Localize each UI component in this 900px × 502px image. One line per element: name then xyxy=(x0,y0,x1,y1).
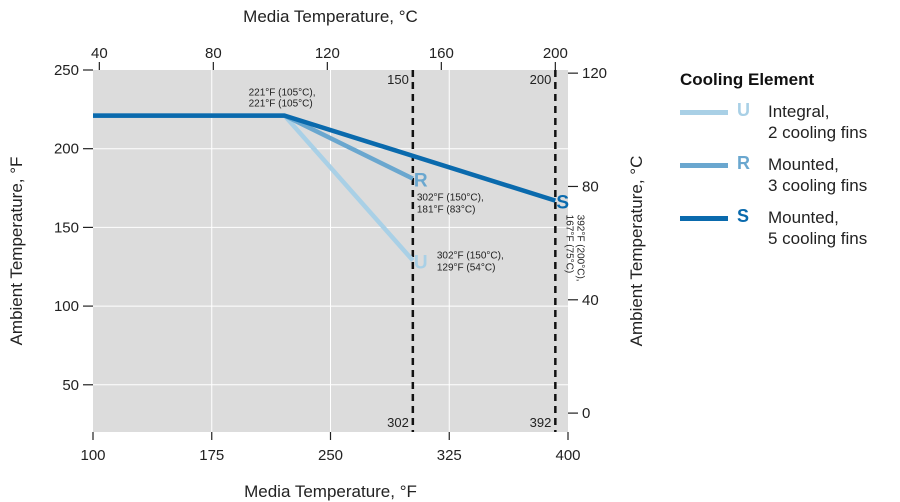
series-lines: U R S xyxy=(93,113,569,273)
right-axis-title: Ambient Temperature, °C xyxy=(627,156,646,347)
legend-item-r: R Mounted, 3 cooling fins xyxy=(680,153,895,199)
left-tick-label: 150 xyxy=(54,219,79,236)
legend-code-s: S xyxy=(737,206,750,226)
legend-swatch-r xyxy=(680,163,728,168)
annotation-s: 392°F (200°C), 167°F (75°C) xyxy=(563,215,585,282)
legend-swatch-s xyxy=(680,216,728,221)
right-tick-label: 80 xyxy=(582,178,599,195)
series-end-label-r: R xyxy=(414,171,428,192)
bottom-tick-label: 175 xyxy=(199,447,224,464)
legend-label-u-line1: Integral, xyxy=(768,102,830,121)
legend-label-r-line2: 3 cooling fins xyxy=(768,176,868,195)
annotation-s-line2: 167°F (75°C) xyxy=(563,215,574,274)
legend-label-u: Integral, 2 cooling fins xyxy=(768,101,867,143)
annotation-knee-line1: 221°F (105°C), xyxy=(249,88,316,99)
bottom-tick-label: 400 xyxy=(555,447,580,464)
reference-line-bottom-label: 302 xyxy=(387,415,409,430)
top-tick-label: 40 xyxy=(91,45,108,62)
bottom-axis-title: Media Temperature, °F xyxy=(244,482,417,501)
annotation-r-line1: 302°F (150°C), xyxy=(417,193,484,204)
right-tick-label: 120 xyxy=(582,65,607,82)
legend-code-u: U xyxy=(737,100,750,120)
legend-code-r: R xyxy=(737,153,750,173)
axes xyxy=(83,62,578,440)
bottom-tick-label: 100 xyxy=(80,447,105,464)
reference-line-bottom-label: 392 xyxy=(530,415,552,430)
legend-label-s: Mounted, 5 cooling fins xyxy=(768,207,867,249)
top-axis-title: Media Temperature, °C xyxy=(243,7,418,26)
annotation-s-line1: 392°F (200°C), xyxy=(574,215,585,282)
reference-line-top-label: 150 xyxy=(387,72,409,87)
legend-swatch-u xyxy=(680,110,728,115)
left-tick-label: 50 xyxy=(62,377,79,394)
left-tick-label: 100 xyxy=(54,298,79,315)
legend-item-s: S Mounted, 5 cooling fins xyxy=(680,206,895,252)
reference-lines: 150 302 200 392 xyxy=(387,70,557,432)
top-tick-label: 160 xyxy=(429,45,454,62)
series-end-label-u: U xyxy=(414,252,428,273)
annotation-u-line2: 129°F (54°C) xyxy=(437,262,496,273)
legend: Cooling Element U Integral, 2 cooling fi… xyxy=(680,70,895,259)
gridlines xyxy=(93,70,568,432)
annotation-knee-line2: 221°F (105°C) xyxy=(249,99,313,110)
series-end-label-s: S xyxy=(556,193,569,214)
right-tick-label: 40 xyxy=(582,292,599,309)
left-tick-label: 250 xyxy=(54,62,79,79)
left-tick-label: 200 xyxy=(54,141,79,158)
legend-label-s-line1: Mounted, xyxy=(768,208,839,227)
legend-label-r: Mounted, 3 cooling fins xyxy=(768,154,867,196)
annotation-u-line1: 302°F (150°C), xyxy=(437,250,504,261)
bottom-tick-label: 325 xyxy=(437,447,462,464)
left-axis-title: Ambient Temperature, °F xyxy=(7,157,26,346)
right-tick-label: 0 xyxy=(582,405,590,422)
legend-label-r-line1: Mounted, xyxy=(768,155,839,174)
reference-line-top-label: 200 xyxy=(530,72,552,87)
annotation-r-line2: 181°F (83°C) xyxy=(417,205,476,216)
legend-item-u: U Integral, 2 cooling fins xyxy=(680,100,895,146)
legend-label-s-line2: 5 cooling fins xyxy=(768,229,868,248)
top-tick-label: 80 xyxy=(205,45,222,62)
series-line-s xyxy=(93,113,557,203)
top-tick-label: 120 xyxy=(315,45,340,62)
bottom-tick-label: 250 xyxy=(318,447,343,464)
top-tick-label: 200 xyxy=(543,45,568,62)
legend-title: Cooling Element xyxy=(680,70,815,89)
legend-label-u-line2: 2 cooling fins xyxy=(768,123,868,142)
